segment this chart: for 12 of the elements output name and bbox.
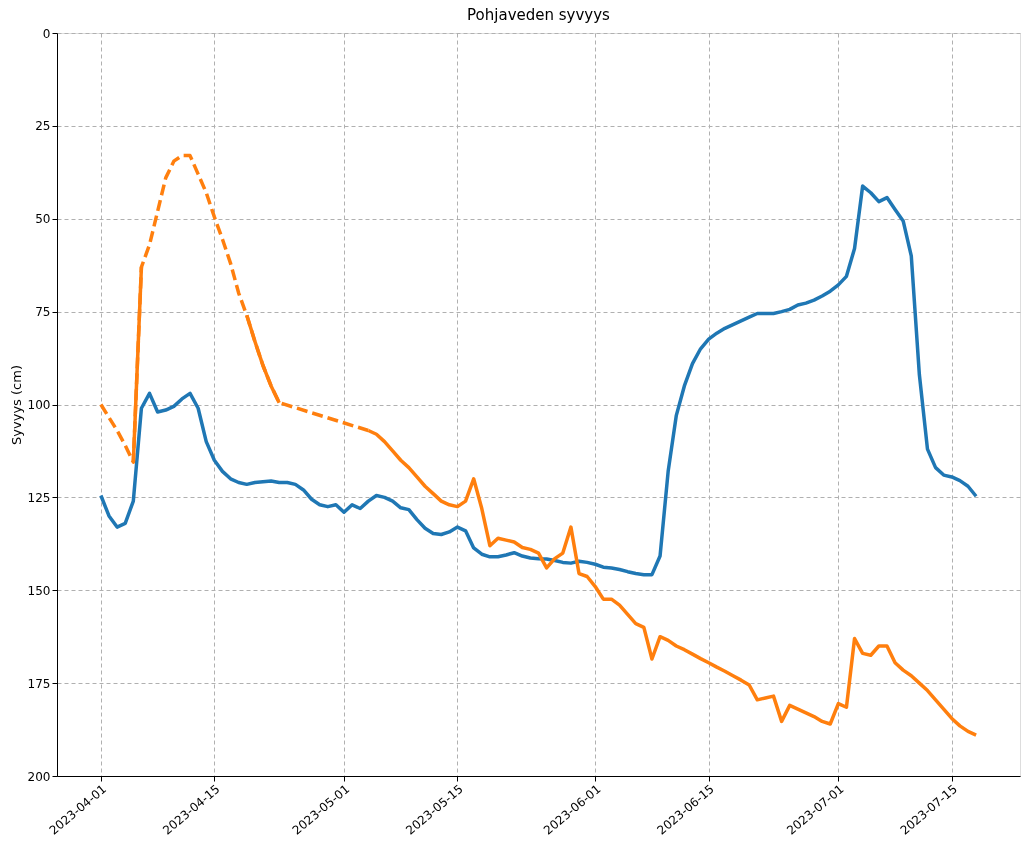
y-tick-label: 50 [35, 212, 51, 227]
y-tick-label: 200 [27, 769, 51, 784]
y-tick-label: 100 [27, 398, 51, 412]
chart-title: Pohjaveden syvyys [467, 6, 611, 24]
y-tick-label: 150 [27, 583, 51, 598]
y-tick-label: 0 [42, 26, 51, 41]
y-tick-label: 75 [35, 305, 51, 320]
y-tick-label: 175 [27, 676, 51, 691]
line-series [99, 184, 978, 577]
y-axis-title: Syvyys (cm) [8, 365, 24, 445]
y-tick-label: 25 [35, 119, 51, 134]
y-tick-label: 125 [27, 490, 51, 505]
